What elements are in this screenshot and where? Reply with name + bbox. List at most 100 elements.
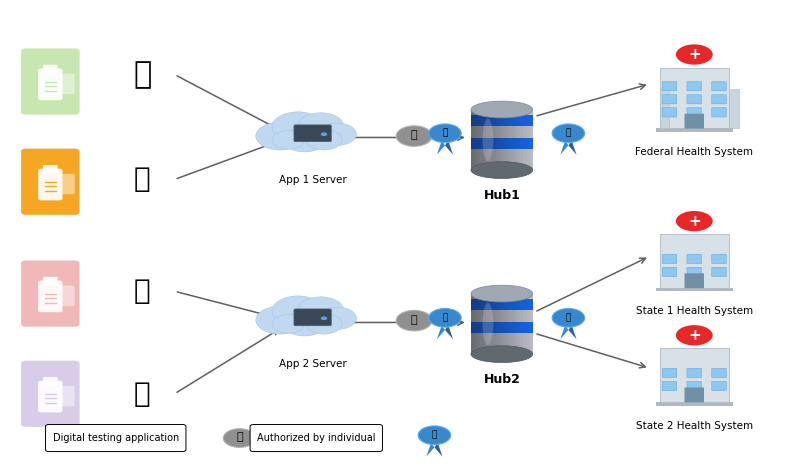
Polygon shape (508, 294, 510, 354)
Circle shape (428, 124, 461, 143)
Polygon shape (560, 141, 568, 155)
Polygon shape (513, 138, 517, 149)
FancyBboxPatch shape (655, 402, 732, 405)
Polygon shape (510, 115, 513, 126)
Text: App 2 Server: App 2 Server (278, 359, 346, 369)
Circle shape (418, 426, 450, 445)
FancyBboxPatch shape (38, 381, 62, 412)
FancyBboxPatch shape (710, 108, 725, 117)
Polygon shape (568, 141, 576, 155)
FancyBboxPatch shape (58, 174, 75, 194)
Polygon shape (495, 138, 498, 149)
Polygon shape (436, 325, 444, 339)
Polygon shape (486, 299, 489, 310)
Circle shape (396, 310, 431, 331)
Polygon shape (526, 110, 529, 170)
FancyBboxPatch shape (686, 108, 701, 117)
Circle shape (283, 312, 325, 336)
FancyBboxPatch shape (58, 386, 75, 406)
FancyBboxPatch shape (686, 368, 701, 377)
FancyBboxPatch shape (655, 128, 732, 132)
Polygon shape (517, 138, 520, 149)
Polygon shape (498, 110, 501, 170)
Polygon shape (444, 325, 453, 339)
Polygon shape (510, 110, 513, 170)
Polygon shape (479, 110, 483, 170)
FancyBboxPatch shape (662, 95, 676, 104)
Text: App 1 Server: App 1 Server (278, 175, 346, 185)
Ellipse shape (482, 303, 493, 345)
Polygon shape (523, 294, 526, 354)
Polygon shape (495, 299, 498, 310)
Ellipse shape (470, 346, 532, 363)
Circle shape (283, 128, 325, 152)
Polygon shape (504, 138, 508, 149)
Polygon shape (529, 299, 532, 310)
Polygon shape (479, 322, 483, 333)
Ellipse shape (470, 285, 532, 302)
FancyBboxPatch shape (655, 288, 732, 292)
Polygon shape (520, 322, 523, 333)
Polygon shape (444, 141, 453, 155)
Polygon shape (474, 294, 477, 354)
Polygon shape (470, 110, 474, 170)
Text: 👵: 👵 (134, 165, 150, 193)
Polygon shape (483, 322, 486, 333)
FancyBboxPatch shape (38, 169, 62, 200)
FancyBboxPatch shape (43, 277, 58, 285)
FancyBboxPatch shape (710, 368, 725, 377)
Polygon shape (474, 322, 477, 333)
FancyBboxPatch shape (38, 281, 62, 312)
Circle shape (306, 130, 341, 150)
Polygon shape (504, 294, 508, 354)
Polygon shape (510, 294, 513, 354)
Text: 👍: 👍 (410, 130, 417, 140)
Polygon shape (492, 115, 495, 126)
Polygon shape (501, 322, 504, 333)
Polygon shape (508, 110, 510, 170)
Polygon shape (477, 322, 479, 333)
Polygon shape (486, 294, 489, 354)
Polygon shape (477, 299, 479, 310)
Polygon shape (477, 115, 479, 126)
Polygon shape (486, 322, 489, 333)
FancyBboxPatch shape (294, 309, 331, 326)
Polygon shape (483, 138, 486, 149)
Text: 🔑: 🔑 (442, 128, 447, 137)
FancyBboxPatch shape (710, 267, 725, 276)
FancyBboxPatch shape (710, 95, 725, 104)
Polygon shape (426, 443, 434, 457)
Polygon shape (479, 294, 483, 354)
Polygon shape (523, 115, 526, 126)
Circle shape (298, 297, 343, 323)
Polygon shape (529, 294, 532, 354)
Polygon shape (470, 115, 474, 126)
Polygon shape (495, 322, 498, 333)
FancyBboxPatch shape (662, 254, 676, 263)
Circle shape (298, 113, 343, 139)
Polygon shape (483, 115, 486, 126)
Polygon shape (529, 110, 532, 170)
FancyBboxPatch shape (43, 165, 58, 173)
FancyBboxPatch shape (686, 381, 701, 391)
FancyBboxPatch shape (662, 381, 676, 391)
FancyBboxPatch shape (21, 149, 79, 215)
Polygon shape (498, 115, 501, 126)
Text: +: + (687, 213, 700, 229)
Polygon shape (510, 322, 513, 333)
FancyBboxPatch shape (662, 267, 676, 276)
FancyBboxPatch shape (728, 89, 738, 128)
FancyBboxPatch shape (659, 89, 668, 128)
Polygon shape (489, 138, 492, 149)
Polygon shape (501, 110, 504, 170)
Polygon shape (508, 115, 510, 126)
Polygon shape (492, 138, 495, 149)
Polygon shape (474, 115, 477, 126)
Text: +: + (687, 47, 700, 62)
Polygon shape (529, 322, 532, 333)
FancyBboxPatch shape (710, 82, 725, 91)
Polygon shape (486, 138, 489, 149)
Circle shape (674, 324, 713, 346)
Polygon shape (520, 294, 523, 354)
Polygon shape (517, 322, 520, 333)
